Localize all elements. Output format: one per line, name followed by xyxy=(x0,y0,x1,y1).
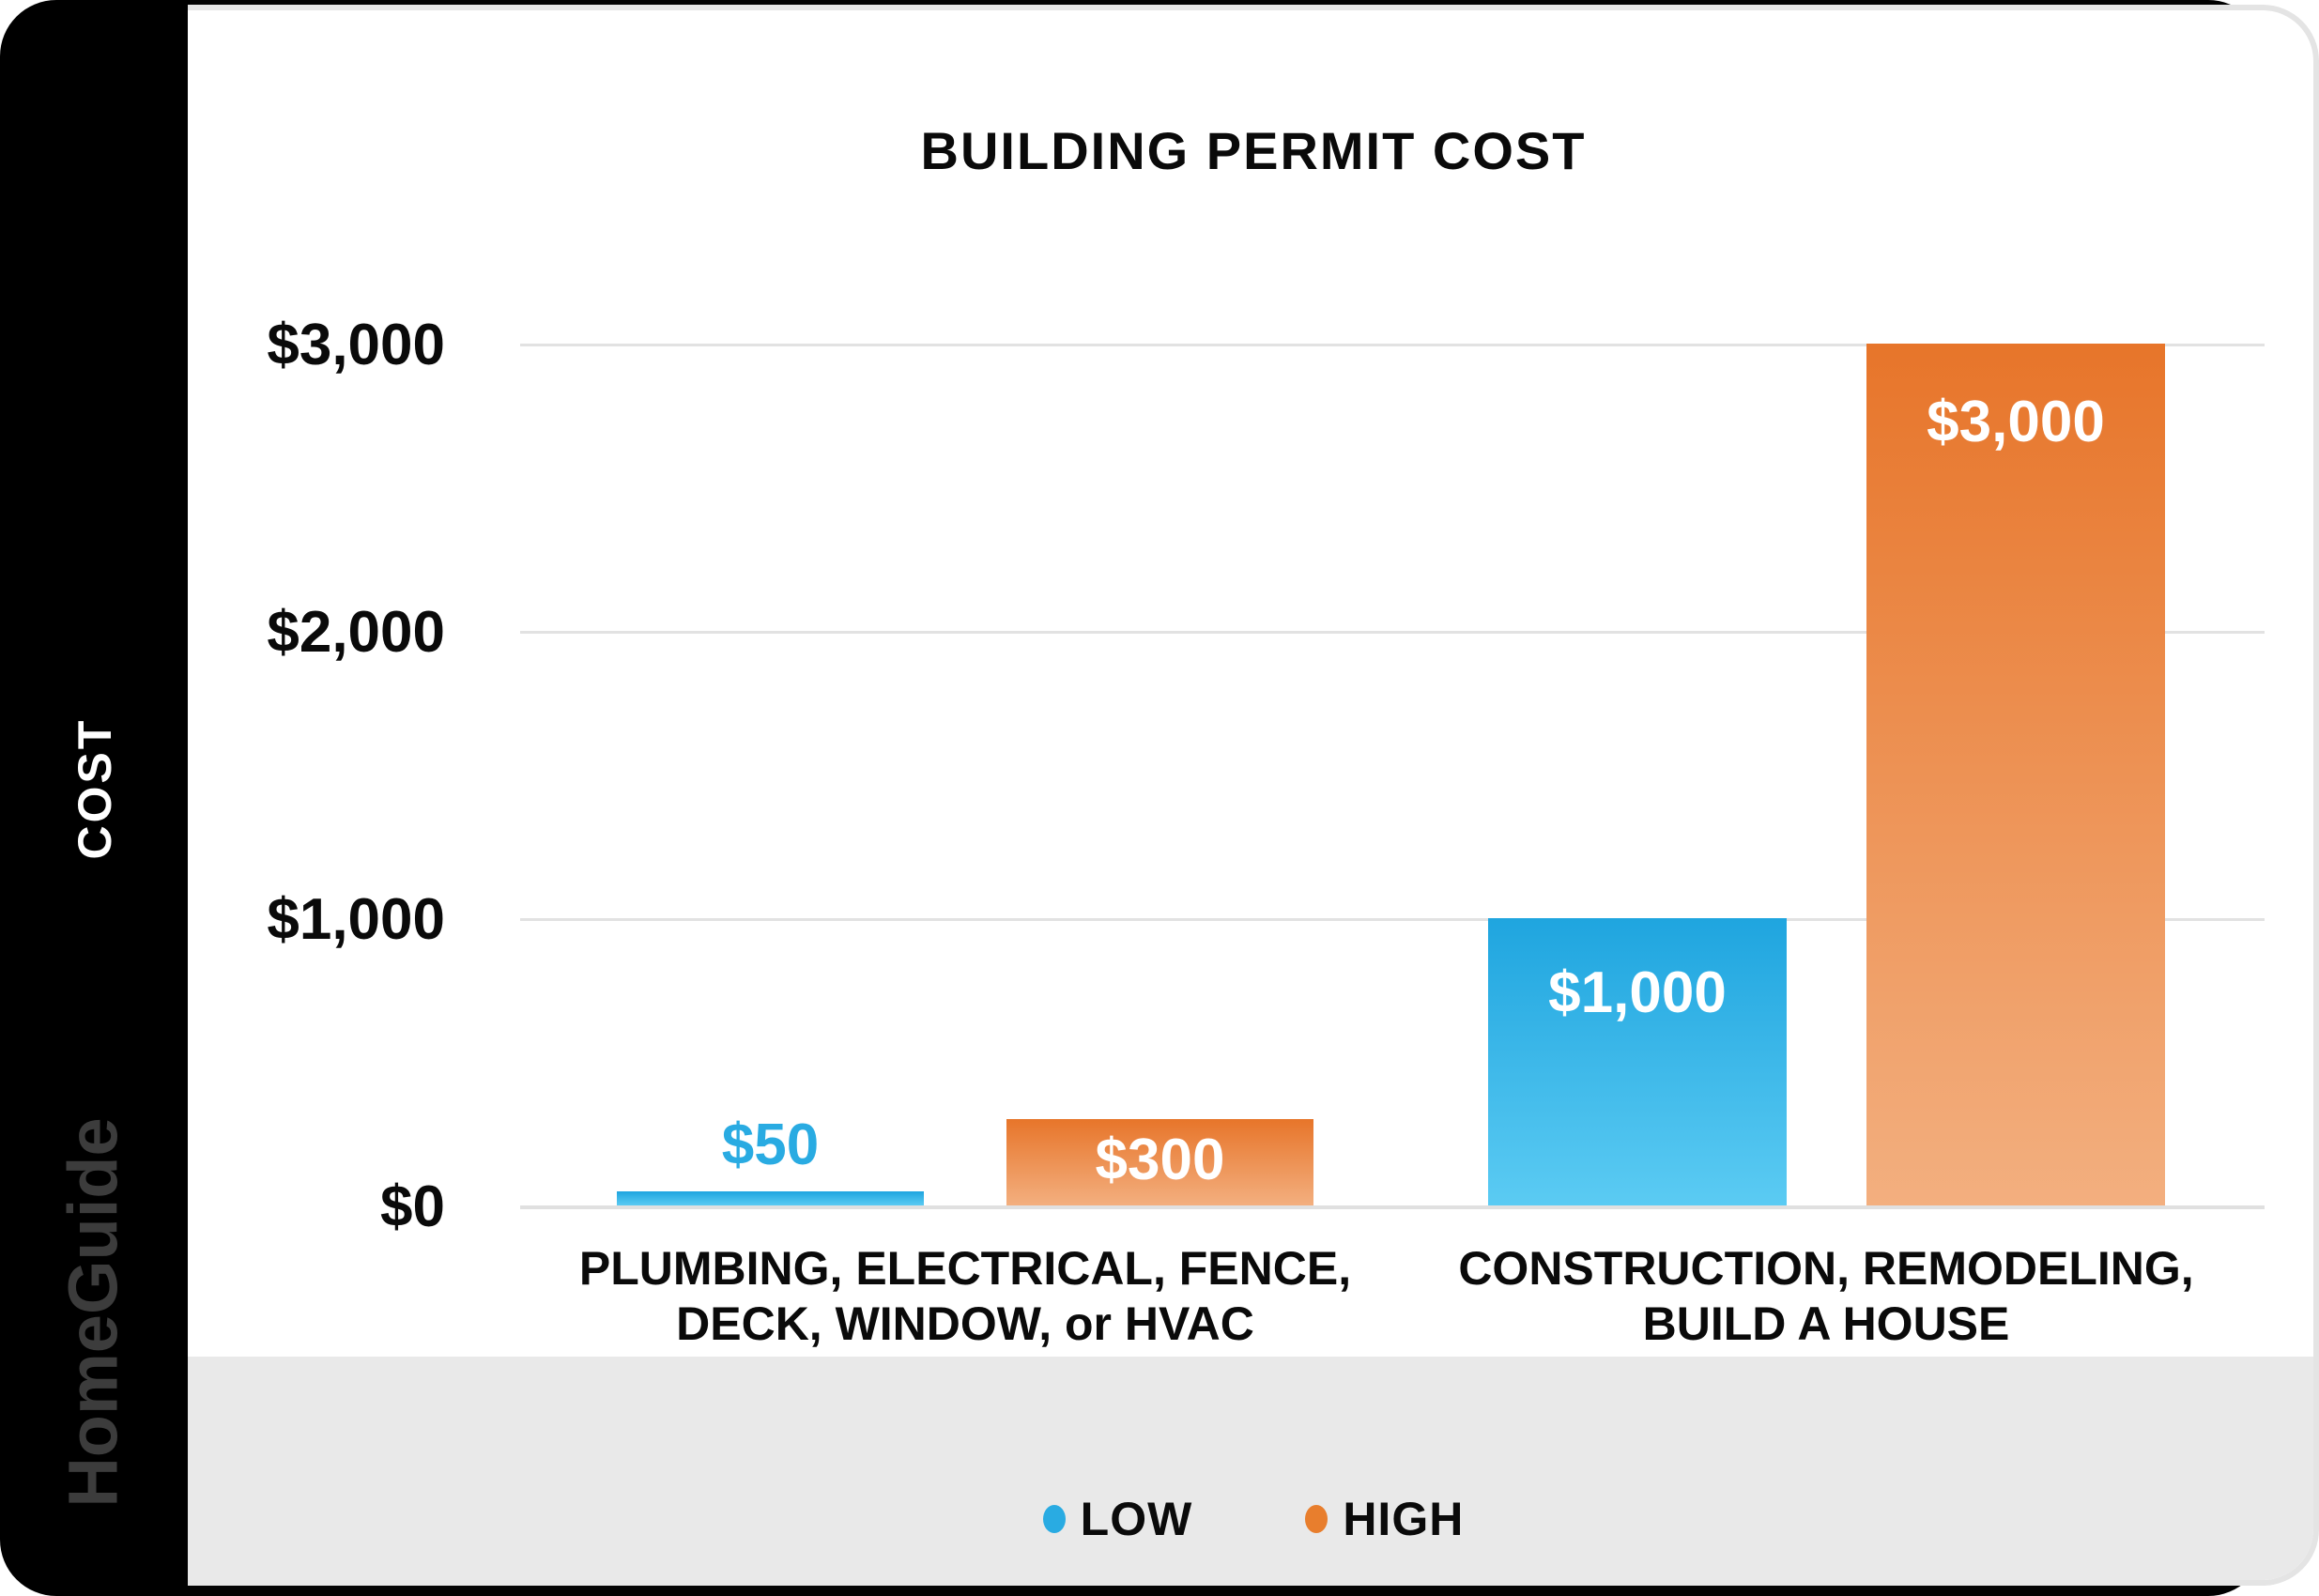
bar-high-plumbing xyxy=(1006,1119,1313,1205)
gridline-3000 xyxy=(520,344,2265,346)
legend-item-low: LOW xyxy=(1042,1492,1193,1546)
legend-item-high: HIGH xyxy=(1305,1492,1464,1546)
y-tick-1000: $1,000 xyxy=(267,887,445,952)
low-series-dot-icon xyxy=(1042,1505,1066,1533)
y-tick-3000: $3,000 xyxy=(267,313,445,377)
legend-label-low: LOW xyxy=(1080,1493,1193,1545)
bar-high-construction xyxy=(1866,344,2165,1205)
axis-baseline xyxy=(520,1205,2265,1209)
y-axis-title: COST xyxy=(69,717,121,860)
bar-low-plumbing xyxy=(617,1191,924,1205)
value-label-high-construction: $3,000 xyxy=(1927,390,2105,454)
legend-footer-band xyxy=(188,1357,2313,1580)
y-tick-2000: $2,000 xyxy=(267,600,445,665)
value-label-high-plumbing: $300 xyxy=(1095,1128,1225,1192)
value-label-low-plumbing: $50 xyxy=(721,1113,820,1177)
bar-low-construction xyxy=(1488,918,1787,1205)
value-label-low-construction: $1,000 xyxy=(1548,960,1727,1025)
legend: LOW HIGH xyxy=(188,1481,2319,1557)
category-label-line: PLUMBING, ELECTRICAL, FENCE, xyxy=(578,1242,1352,1295)
category-label-line: DECK, WINDOW, or HVAC xyxy=(676,1297,1254,1350)
category-label-construction: CONSTRUCTION, REMODELING, BUILD A HOUSE xyxy=(1394,1241,2258,1352)
legend-label-high: HIGH xyxy=(1343,1493,1465,1545)
y-tick-0: $0 xyxy=(380,1174,445,1239)
gridline-1000 xyxy=(520,918,2265,921)
category-label-line: CONSTRUCTION, REMODELING, xyxy=(1458,1242,2194,1295)
category-label-line: BUILD A HOUSE xyxy=(1642,1297,2010,1350)
high-series-dot-icon xyxy=(1305,1505,1328,1533)
gridline-2000 xyxy=(520,631,2265,634)
chart-title: BUILDING PERMIT COST xyxy=(920,121,1587,180)
category-label-plumbing: PLUMBING, ELECTRICAL, FENCE, DECK, WINDO… xyxy=(533,1241,1397,1352)
